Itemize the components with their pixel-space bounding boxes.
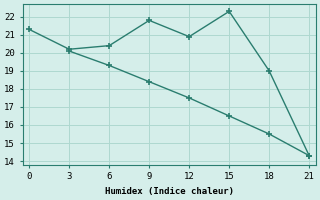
X-axis label: Humidex (Indice chaleur): Humidex (Indice chaleur) bbox=[105, 187, 234, 196]
